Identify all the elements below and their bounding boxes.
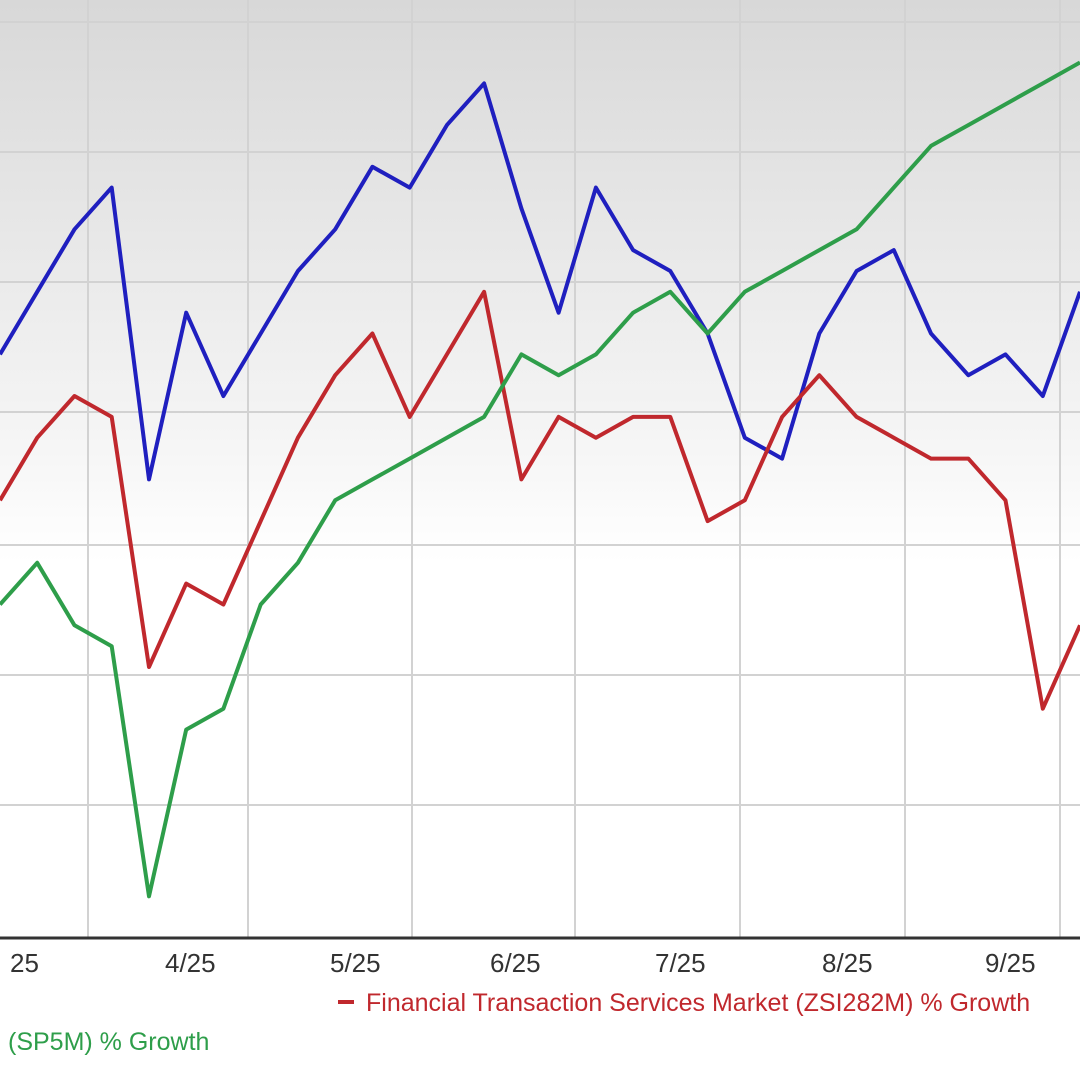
legend-label-sp5m: (SP5M) % Growth — [8, 1028, 209, 1056]
x-tick-label: 5/25 — [330, 948, 381, 978]
x-tick-label: 8/25 — [822, 948, 873, 978]
series-lines — [0, 60, 1080, 899]
x-tick-label: 4/25 — [165, 948, 216, 978]
legend-label-ftsm: Financial Transaction Services Market (Z… — [366, 989, 1030, 1017]
x-tick-label: 7/25 — [655, 948, 706, 978]
x-tick-label: 6/25 — [490, 948, 541, 978]
x-tick-label: 9/25 — [985, 948, 1036, 978]
legend: Financial Transaction Services Market (Z… — [8, 989, 1030, 1056]
x-tick-labels: 25 4/25 5/25 6/25 7/25 8/25 9/25 — [10, 948, 1036, 978]
x-tick-label: 25 — [10, 948, 39, 978]
series-line-0 — [0, 81, 1080, 482]
series-line-1 — [0, 289, 1080, 711]
series-line-2 — [0, 60, 1080, 899]
grid — [0, 0, 1080, 938]
plot-background — [0, 0, 1080, 938]
